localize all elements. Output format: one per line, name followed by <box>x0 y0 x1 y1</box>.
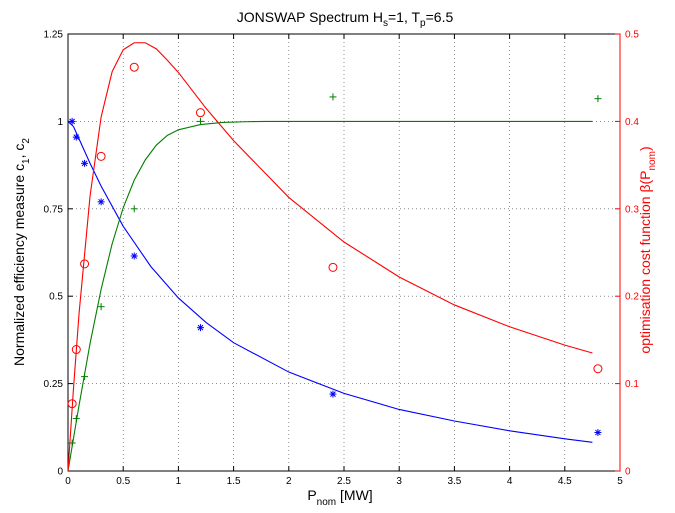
series-asterisk <box>67 117 602 443</box>
x-axis-label: Pnom [MW] <box>307 487 372 508</box>
data-point-plus <box>594 95 602 103</box>
chart-title-main: JONSWAP Spectrum H <box>237 9 383 25</box>
y-left-tick-label: 0 <box>57 467 63 478</box>
x-axis-label-end: [MW] <box>336 487 373 503</box>
y-axis-left-label-mid: , c <box>11 144 27 159</box>
y-left-tick-label: 0.5 <box>49 292 63 303</box>
data-point-plus <box>130 205 138 213</box>
data-point-asterisk <box>130 252 138 260</box>
x-tick-label: 1 <box>176 476 182 487</box>
series-plus <box>67 93 602 472</box>
x-tick-label: 2 <box>286 476 292 487</box>
series-curve <box>67 121 593 443</box>
y-axis-left-label-main: Normalized efficiency measure c <box>11 164 27 366</box>
data-point-asterisk <box>329 390 337 398</box>
series-layer <box>67 42 603 472</box>
y-axis-left-label-sub2: 2 <box>21 138 32 144</box>
data-point-plus <box>72 415 80 423</box>
ticks: 0 0.5 1 1.5 2 2.5 3 3.5 4 4.5 500.250.50.7511.2500… <box>44 30 640 488</box>
y-axis-left-label: Normalized efficiency measure c1, c2 <box>11 138 32 366</box>
x-tick-label: 2.5 <box>337 476 351 487</box>
data-point-asterisk <box>196 324 204 332</box>
data-point-circle <box>80 259 90 269</box>
chart-title-mid: =1, T <box>388 9 420 25</box>
data-point-asterisk <box>97 198 105 206</box>
y-axis-right-label-main: optimisation cost function β(P <box>637 170 653 353</box>
y-right-tick-label: 0.3 <box>625 204 639 215</box>
chart-title-end: =6.5 <box>426 9 454 25</box>
data-point-circle <box>328 262 338 272</box>
y-axis-right-label: optimisation cost function β(Pnom) <box>637 146 658 353</box>
y-left-tick-label: 0.75 <box>44 204 64 215</box>
series-curve <box>67 42 593 472</box>
y-axis-right-label-sub: nom <box>647 151 658 170</box>
x-tick-label: 4.5 <box>558 476 572 487</box>
data-point-circle <box>129 62 139 72</box>
y-right-tick-label: 0 <box>625 467 631 478</box>
series-circle <box>67 42 603 472</box>
data-point-plus <box>81 373 89 381</box>
data-point-asterisk <box>594 429 602 437</box>
x-tick-label: 4 <box>507 476 513 487</box>
y-axis-right-label-end: ) <box>637 146 653 151</box>
data-point-asterisk <box>72 133 80 141</box>
y-right-tick-label: 0.2 <box>625 292 639 303</box>
x-tick-label: 0.5 <box>116 476 130 487</box>
data-point-plus <box>97 303 105 311</box>
y-axis-left-label-sub1: 1 <box>21 158 32 164</box>
y-right-tick-label: 0.5 <box>625 30 639 41</box>
data-point-circle <box>96 151 106 161</box>
data-point-circle <box>71 345 81 355</box>
y-right-tick-label: 0.1 <box>625 379 639 390</box>
y-left-tick-label: 1 <box>57 117 63 128</box>
x-axis-label-sub: nom <box>317 497 336 508</box>
data-point-asterisk <box>81 159 89 167</box>
y-left-tick-label: 0.25 <box>44 379 64 390</box>
chart-title-sub1: s <box>383 18 388 29</box>
data-point-circle <box>593 364 603 374</box>
series-curve <box>67 120 593 472</box>
x-axis-label-main: P <box>307 487 316 503</box>
data-point-plus <box>196 117 204 125</box>
x-tick-label: 3 <box>396 476 402 487</box>
chart-title: JONSWAP Spectrum Hs=1, Tp=6.5 <box>237 9 454 29</box>
chart-title-sub2: p <box>420 18 426 29</box>
x-tick-label: 0 <box>65 476 71 487</box>
data-point-circle <box>67 399 77 409</box>
x-tick-label: 1.5 <box>227 476 241 487</box>
y-right-tick-label: 0.4 <box>625 117 639 128</box>
x-tick-label: 5 <box>617 476 623 487</box>
x-tick-label: 3.5 <box>447 476 461 487</box>
y-left-tick-label: 1.25 <box>44 30 64 41</box>
data-point-circle <box>195 108 205 118</box>
data-point-asterisk <box>68 117 76 125</box>
data-point-plus <box>329 93 337 101</box>
